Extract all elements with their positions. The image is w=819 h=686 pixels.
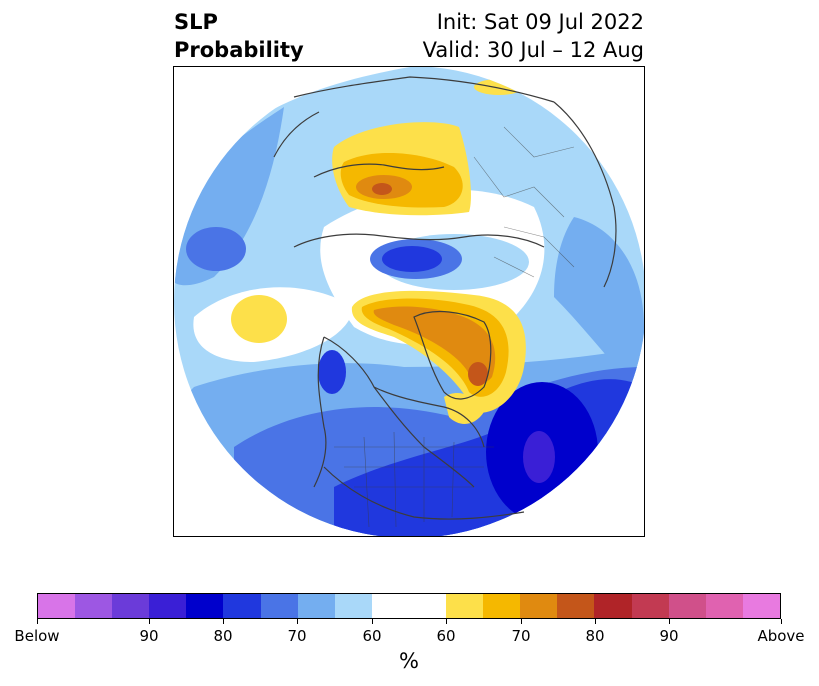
yellow-pacific-blob	[231, 295, 287, 343]
colorbar-segment	[260, 594, 298, 618]
colorbar-tick-label: 90	[139, 627, 159, 645]
yellow-eurasia-peak	[372, 183, 392, 195]
colorbar	[37, 593, 781, 619]
colorbar-segment	[334, 594, 372, 618]
colorbar-tick-label: 90	[659, 627, 679, 645]
init-date: Init: Sat 09 Jul 2022	[436, 10, 644, 34]
colorbar-tick	[595, 619, 596, 624]
colorbar-tick-label: 60	[436, 627, 456, 645]
colorbar-tick	[446, 619, 447, 624]
colorbar-tick	[521, 619, 522, 624]
colorbar-segment	[371, 594, 409, 618]
colorbar-tick-label: 80	[213, 627, 233, 645]
blue-atlantic-peak	[523, 431, 555, 483]
probability-map	[173, 66, 645, 537]
blue-siberia-deep	[382, 246, 442, 272]
colorbar-segment	[446, 594, 484, 618]
colorbar-tick	[372, 619, 373, 624]
chart-title: SLP Probability	[174, 8, 304, 64]
title-line-1: SLP	[174, 10, 218, 34]
colorbar-segment	[631, 594, 669, 618]
colorbar-tick-label: 70	[287, 627, 307, 645]
colorbar-segment	[557, 594, 595, 618]
colorbar-segment	[594, 594, 632, 618]
colorbar-segment	[186, 594, 224, 618]
map-canvas	[174, 67, 644, 536]
colorbar-segment	[112, 594, 150, 618]
colorbar-tick-label: 80	[585, 627, 605, 645]
colorbar-tick	[149, 619, 150, 624]
forecast-dates: Init: Sat 09 Jul 2022 Valid: 30 Jul – 12…	[423, 8, 644, 64]
colorbar-tick-label: 70	[511, 627, 531, 645]
colorbar-segment	[38, 594, 76, 618]
colorbar-tick	[297, 619, 298, 624]
borders	[334, 126, 575, 528]
yellow-greenland-south	[444, 392, 484, 424]
coastlines	[273, 76, 617, 520]
colorbar-segment	[742, 594, 780, 618]
colorbar-segment	[483, 594, 521, 618]
colorbar-tick	[223, 619, 224, 624]
colorbar-segment	[520, 594, 558, 618]
yellow-north-blob	[474, 79, 524, 95]
colorbar-tick	[669, 619, 670, 624]
colorbar-tick-label: Below	[14, 627, 60, 645]
colorbar-segment	[297, 594, 335, 618]
title-line-2: Probability	[174, 38, 304, 62]
probability-field	[174, 67, 644, 536]
colorbar-segment	[668, 594, 706, 618]
yellow-greenland-peak	[468, 362, 488, 386]
colorbar-tick	[781, 619, 782, 624]
colorbar-unit: %	[399, 649, 419, 673]
colorbar-tick	[37, 619, 38, 624]
colorbar-segment	[75, 594, 113, 618]
colorbar-segment	[223, 594, 261, 618]
blue-pacific-blob	[318, 350, 346, 394]
colorbar-segment	[408, 594, 447, 618]
colorbar-tick-label: 60	[362, 627, 382, 645]
colorbar-segment	[149, 594, 187, 618]
colorbar-tick-label: Above	[757, 627, 805, 645]
colorbar-segment	[705, 594, 743, 618]
blue-west-blob	[186, 227, 246, 271]
yellow-greenland-core	[373, 306, 496, 383]
valid-period: Valid: 30 Jul – 12 Aug	[422, 38, 644, 62]
